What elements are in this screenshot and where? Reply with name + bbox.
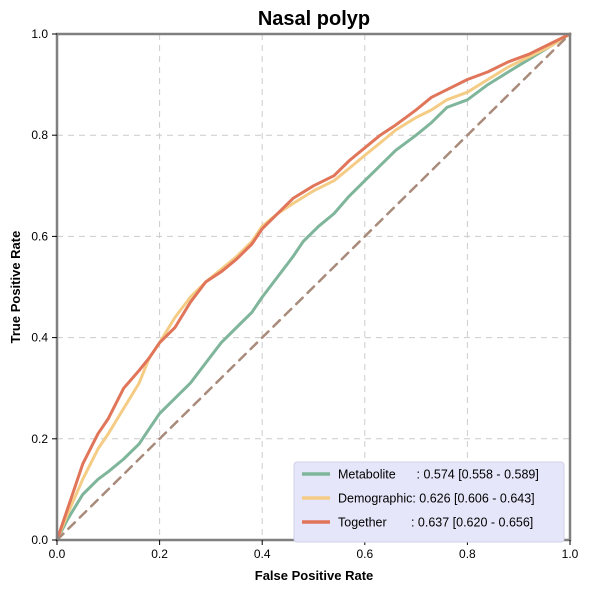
y-tick-label: 0.4 [31, 331, 48, 345]
series-line-together [55, 32, 572, 542]
chart-title: Nasal polyp [258, 8, 370, 30]
series-lines [55, 32, 572, 542]
y-tick-label: 0.6 [31, 229, 48, 243]
ticks: 0.0 0.2 0.4 0.6 0.8 1.0 0.0 0.2 0.4 0.6 0.8 1.0 [31, 27, 578, 561]
y-tick-label: 0.8 [31, 128, 48, 142]
x-tick-label: 0.4 [254, 547, 271, 561]
legend-label-metabolite: Metabolite : 0.574 [0.558 - 0.589] [338, 468, 539, 482]
x-tick-label: 0.2 [151, 547, 168, 561]
y-tick-label: 1.0 [31, 27, 48, 41]
series-line-chance [55, 32, 572, 542]
y-axis-label: True Positive Rate [8, 231, 23, 344]
x-tick-label: 0.8 [459, 547, 476, 561]
legend-box [293, 461, 565, 543]
legend: Metabolite : 0.574 [0.558 - 0.589] Demogr… [293, 461, 565, 543]
grid [57, 34, 570, 540]
y-tick-label: 0.2 [31, 432, 48, 446]
legend-label-together: Together : 0.637 [0.620 - 0.656] [338, 516, 533, 530]
x-tick-label: 0.0 [49, 547, 66, 561]
plot-area: 0.0 0.2 0.4 0.6 0.8 1.0 0.0 0.2 0.4 0.6 0.8 1.0 Meta… [31, 27, 578, 561]
x-tick-label: 1.0 [562, 547, 579, 561]
x-tick-label: 0.6 [356, 547, 373, 561]
y-tick-label: 0.0 [31, 533, 48, 547]
legend-label-demographic: Demographic: 0.626 [0.606 - 0.643] [338, 492, 535, 506]
x-axis-label: False Positive Rate [255, 568, 374, 583]
series-line-metabolite [55, 32, 572, 542]
